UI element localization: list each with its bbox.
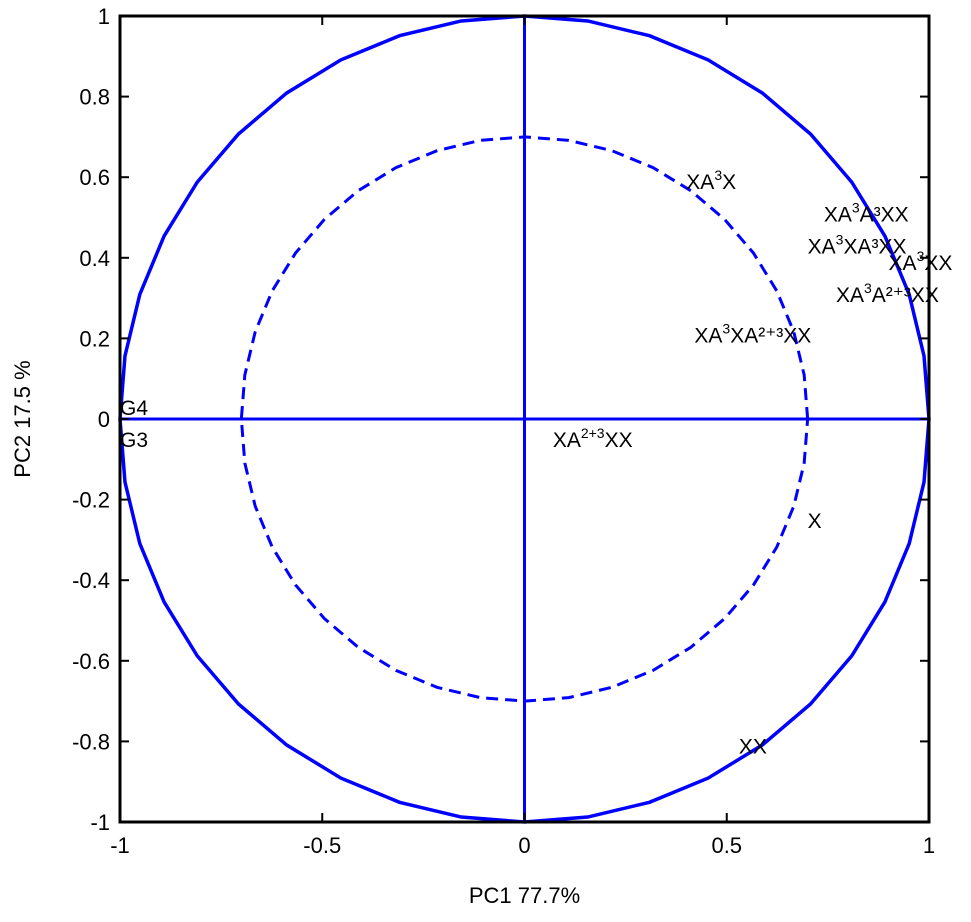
- inner-dashed-circle: [239, 135, 810, 703]
- y-tick-label: 0.4: [79, 246, 110, 271]
- y-tick-label: 0.2: [79, 326, 110, 351]
- point-label: XA3A³XX: [824, 199, 909, 226]
- y-tick-label: -0.8: [72, 729, 110, 754]
- y-tick-label: -0.6: [72, 649, 110, 674]
- point-label: X: [808, 510, 822, 533]
- point-label: XA3XA³XX: [808, 232, 907, 259]
- point-label: XX: [739, 735, 767, 758]
- y-tick-label: 1: [98, 4, 110, 29]
- x-tick-label: -0.5: [303, 833, 341, 858]
- x-tick-label: 0: [518, 833, 530, 858]
- x-tick-label: 1: [923, 833, 935, 858]
- point-label: XA3X: [686, 167, 736, 194]
- y-axis-title: PC2 17.5 %: [10, 360, 35, 477]
- x-tick-label: -1: [110, 833, 130, 858]
- y-tick-label: -0.4: [72, 568, 110, 593]
- point-label: G3: [120, 429, 148, 452]
- x-tick-label: 0.5: [711, 833, 742, 858]
- y-tick-label: -0.2: [72, 488, 110, 513]
- point-label: G4: [120, 397, 148, 420]
- point-label: XA3XX: [889, 248, 953, 275]
- plot-area: [118, 14, 931, 824]
- y-tick-label: 0: [98, 407, 110, 432]
- y-tick-label: 0.6: [79, 165, 110, 190]
- y-tick-label: -1: [90, 810, 110, 835]
- x-axis-title: PC1 77.7%: [469, 883, 580, 908]
- axis-ticks: -1 -0.5 0 0.5 1 1 0.8 0.6 0.4 0.2 0 -0.2 -0.4 -0.6 -0.…: [72, 4, 935, 858]
- y-tick-label: 0.8: [79, 85, 110, 110]
- point-label: XA3A²⁺³XX: [836, 280, 939, 307]
- point-label: XA2+3XX: [553, 425, 633, 452]
- point-label: XA3XA²⁺³XX: [694, 320, 811, 347]
